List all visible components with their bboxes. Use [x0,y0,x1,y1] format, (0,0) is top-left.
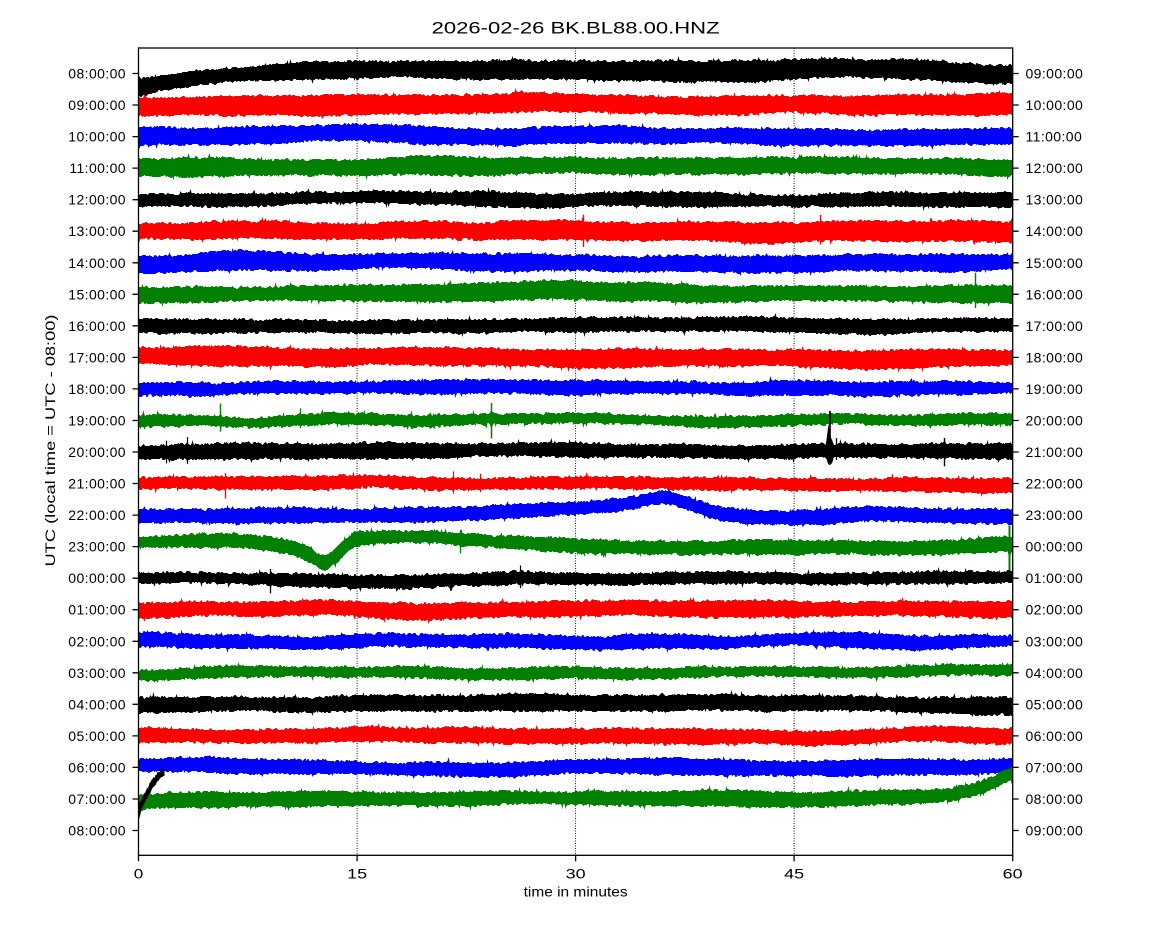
svg-text:05:00:00: 05:00:00 [68,728,126,744]
svg-text:19:00:00: 19:00:00 [68,413,126,429]
svg-text:16:00:00: 16:00:00 [1026,286,1084,302]
svg-text:08:00:00: 08:00:00 [1026,791,1084,807]
svg-text:17:00:00: 17:00:00 [1026,318,1084,334]
svg-text:16:00:00: 16:00:00 [68,318,126,334]
svg-text:06:00:00: 06:00:00 [68,759,126,775]
svg-text:10:00:00: 10:00:00 [68,129,126,145]
svg-text:03:00:00: 03:00:00 [1026,633,1084,649]
svg-text:45: 45 [784,866,804,882]
svg-text:05:00:00: 05:00:00 [1026,696,1084,712]
svg-text:23:00:00: 23:00:00 [68,539,126,555]
svg-text:08:00:00: 08:00:00 [68,66,126,82]
svg-text:15:00:00: 15:00:00 [1026,255,1084,271]
svg-text:23:00:00: 23:00:00 [1026,507,1084,523]
svg-text:09:00:00: 09:00:00 [68,97,126,113]
svg-text:12:00:00: 12:00:00 [68,192,126,208]
svg-text:15:00:00: 15:00:00 [68,286,126,302]
svg-text:13:00:00: 13:00:00 [1026,192,1084,208]
svg-text:60: 60 [1003,866,1023,882]
svg-text:00:00:00: 00:00:00 [68,570,126,586]
svg-text:17:00:00: 17:00:00 [68,349,126,365]
svg-text:0: 0 [134,866,144,882]
svg-text:18:00:00: 18:00:00 [68,381,126,397]
svg-text:04:00:00: 04:00:00 [1026,665,1084,681]
svg-text:00:00:00: 00:00:00 [1026,539,1084,555]
svg-text:03:00:00: 03:00:00 [68,665,126,681]
svg-text:11:00:00: 11:00:00 [1026,129,1083,145]
svg-text:01:00:00: 01:00:00 [68,602,126,618]
svg-text:2026-02-26 BK.BL88.00.HNZ: 2026-02-26 BK.BL88.00.HNZ [432,20,720,38]
svg-text:02:00:00: 02:00:00 [68,633,126,649]
svg-text:07:00:00: 07:00:00 [1026,759,1084,775]
svg-text:09:00:00: 09:00:00 [1026,823,1084,839]
svg-text:20:00:00: 20:00:00 [1026,413,1084,429]
svg-text:02:00:00: 02:00:00 [1026,602,1084,618]
svg-text:21:00:00: 21:00:00 [1026,444,1084,460]
svg-text:20:00:00: 20:00:00 [68,444,126,460]
svg-text:09:00:00: 09:00:00 [1026,66,1084,82]
svg-text:19:00:00: 19:00:00 [1026,381,1084,397]
svg-text:21:00:00: 21:00:00 [68,476,126,492]
svg-text:07:00:00: 07:00:00 [68,791,126,807]
svg-text:18:00:00: 18:00:00 [1026,349,1084,365]
svg-text:10:00:00: 10:00:00 [1026,97,1084,113]
svg-text:time in minutes: time in minutes [524,884,628,900]
svg-text:01:00:00: 01:00:00 [1026,570,1084,586]
svg-text:08:00:00: 08:00:00 [68,823,126,839]
svg-text:UTC (local time = UTC - 08:00): UTC (local time = UTC - 08:00) [42,315,58,567]
svg-text:06:00:00: 06:00:00 [1026,728,1084,744]
svg-text:04:00:00: 04:00:00 [68,696,126,712]
svg-text:13:00:00: 13:00:00 [68,223,126,239]
svg-text:12:00:00: 12:00:00 [1026,160,1084,176]
svg-text:22:00:00: 22:00:00 [1026,476,1084,492]
svg-text:22:00:00: 22:00:00 [68,507,126,523]
svg-text:11:00:00: 11:00:00 [69,160,126,176]
svg-text:30: 30 [566,866,586,882]
svg-text:14:00:00: 14:00:00 [68,255,126,271]
svg-text:15: 15 [347,866,367,882]
svg-text:14:00:00: 14:00:00 [1026,223,1084,239]
